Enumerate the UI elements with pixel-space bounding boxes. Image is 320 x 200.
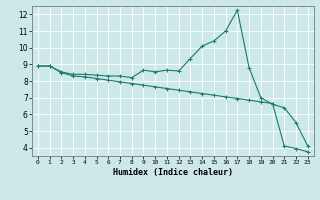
X-axis label: Humidex (Indice chaleur): Humidex (Indice chaleur) (113, 168, 233, 177)
